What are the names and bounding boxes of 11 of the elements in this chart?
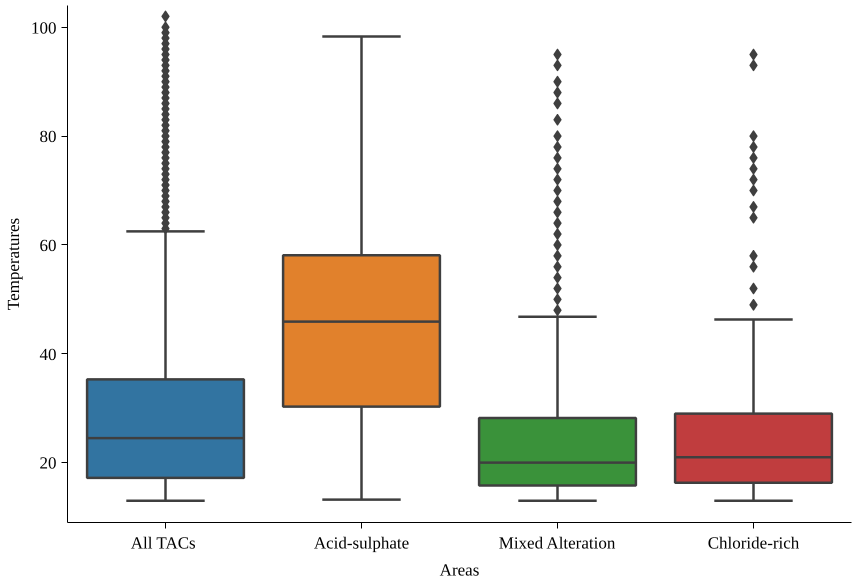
y-tick-label: 40: [40, 344, 56, 364]
x-tick-label: All TACs: [130, 534, 196, 552]
y-tick-label: 60: [40, 236, 56, 255]
x-tick-label: Mixed Alteration: [498, 534, 616, 552]
y-tick-label: 100: [31, 18, 56, 38]
x-tick-label: Acid-sulphate: [314, 534, 410, 552]
y-axis-title: Temperatures: [4, 218, 23, 310]
x-tick-label: Chloride-rich: [708, 534, 800, 552]
y-tick-label: 20: [40, 454, 56, 473]
x-axis-title: Areas: [440, 560, 480, 580]
y-tick-label: 80: [40, 127, 56, 146]
